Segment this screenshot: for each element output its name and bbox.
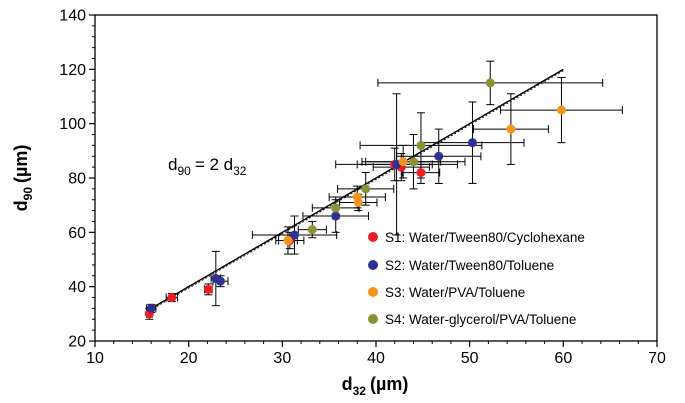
data-point-s1 bbox=[167, 293, 177, 303]
y-tick-label: 80 bbox=[68, 171, 86, 188]
data-point-s1 bbox=[203, 284, 213, 294]
legend-marker-s4 bbox=[368, 314, 378, 324]
x-axis-title: d32 (µm) bbox=[342, 374, 409, 398]
data-point-s2 bbox=[434, 151, 444, 161]
x-tick-label: 70 bbox=[648, 350, 666, 367]
data-point-s3 bbox=[283, 235, 293, 245]
fit-line-group bbox=[146, 68, 564, 313]
fit-line bbox=[146, 68, 564, 312]
data-point-s3 bbox=[556, 105, 566, 115]
y-tick-label: 60 bbox=[68, 225, 86, 242]
legend: S1: Water/Tween80/Cyclohexane S2: Water/… bbox=[368, 230, 585, 327]
data-point-s2 bbox=[467, 138, 477, 148]
y-tick-label: 40 bbox=[68, 279, 86, 296]
legend-marker-s1 bbox=[368, 232, 378, 242]
x-tick-label: 60 bbox=[554, 350, 572, 367]
fit-equation: d90 = 2 d32 bbox=[168, 155, 247, 178]
y-tick-label: 120 bbox=[59, 62, 86, 79]
legend-marker-s3 bbox=[368, 287, 378, 297]
x-tick-label: 50 bbox=[461, 350, 479, 367]
legend-label-s1: S1: Water/Tween80/Cyclohexane bbox=[385, 230, 585, 245]
data-point-s4 bbox=[307, 225, 317, 235]
data-point-s2 bbox=[331, 211, 341, 221]
data-point-s2 bbox=[146, 303, 156, 313]
x-tick-label: 10 bbox=[86, 350, 104, 367]
data-point-s4 bbox=[416, 140, 426, 150]
legend-label-s2: S2: Water/Tween80/Toluene bbox=[385, 258, 554, 273]
data-point-s4 bbox=[485, 78, 495, 88]
data-point-s3 bbox=[398, 157, 408, 167]
y-axis-title: d90(µm) bbox=[11, 145, 35, 212]
x-tick-label: 30 bbox=[273, 350, 291, 367]
x-tick-label: 20 bbox=[180, 350, 198, 367]
data-point-s4 bbox=[361, 184, 371, 194]
data-points bbox=[144, 78, 566, 319]
data-point-s4 bbox=[331, 203, 341, 213]
data-point-s2 bbox=[290, 230, 300, 240]
y-tick-label: 20 bbox=[68, 334, 86, 351]
y-tick-label: 100 bbox=[59, 116, 86, 133]
data-point-s4 bbox=[408, 157, 418, 167]
data-point-s1 bbox=[416, 168, 426, 178]
data-point-s3 bbox=[353, 197, 363, 207]
legend-marker-s2 bbox=[368, 260, 378, 270]
y-tick-label: 140 bbox=[59, 8, 86, 25]
legend-label-s3: S3: Water/PVA/Toluene bbox=[385, 285, 525, 300]
data-point-s3 bbox=[506, 124, 516, 134]
x-tick-label: 40 bbox=[367, 350, 385, 367]
data-point-s2 bbox=[216, 276, 226, 286]
legend-label-s4: S4: Water-glycerol/PVA/Toluene bbox=[385, 312, 576, 327]
